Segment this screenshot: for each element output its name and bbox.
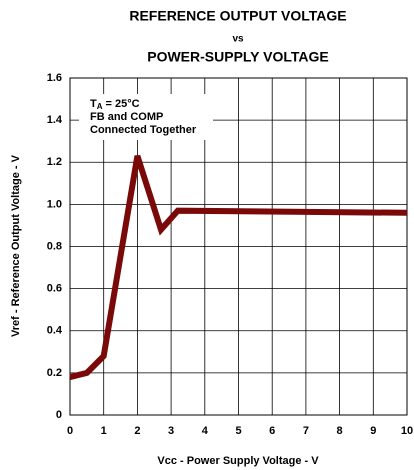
y-tick-label: 1.2 bbox=[47, 156, 62, 168]
x-axis-label: Vcc - Power Supply Voltage - V bbox=[157, 455, 319, 467]
x-tick-label: 3 bbox=[168, 425, 174, 437]
annotation-box bbox=[79, 94, 213, 140]
x-tick-label: 5 bbox=[235, 425, 241, 437]
x-tick-label: 9 bbox=[370, 425, 376, 437]
annotation-line: Connected Together bbox=[90, 124, 197, 136]
y-tick-label: 0.8 bbox=[47, 240, 62, 252]
x-tick-label: 7 bbox=[303, 425, 309, 437]
y-tick-label: 1.6 bbox=[47, 72, 62, 84]
y-tick-label: 0 bbox=[56, 409, 62, 421]
data-line bbox=[69, 155, 408, 380]
y-tick-label: 1.4 bbox=[47, 114, 63, 126]
x-tick-label: 8 bbox=[337, 425, 343, 437]
x-tick-label: 2 bbox=[134, 425, 140, 437]
x-tick-label: 10 bbox=[401, 425, 413, 437]
y-tick-label: 0.4 bbox=[47, 325, 63, 337]
x-tick-label: 4 bbox=[202, 425, 209, 437]
plot-frame bbox=[69, 77, 408, 416]
x-tick-label: 6 bbox=[269, 425, 275, 437]
y-tick-label: 0.6 bbox=[47, 283, 62, 295]
chart-subtitle: POWER-SUPPLY VOLTAGE bbox=[147, 49, 329, 65]
annotation-temp: TA = 25°C bbox=[90, 98, 140, 111]
y-axis-label: Vref - Reference Output Voltage - V bbox=[10, 154, 22, 337]
chart-title-vs: vs bbox=[232, 34, 244, 45]
chart-title: REFERENCE OUTPUT VOLTAGE bbox=[129, 8, 346, 24]
y-tick-label: 1.0 bbox=[47, 198, 62, 210]
y-tick-label: 0.2 bbox=[47, 367, 62, 379]
x-tick-label: 0 bbox=[67, 425, 73, 437]
x-tick-label: 1 bbox=[101, 425, 107, 437]
annotation-line: FB and COMP bbox=[90, 111, 163, 123]
